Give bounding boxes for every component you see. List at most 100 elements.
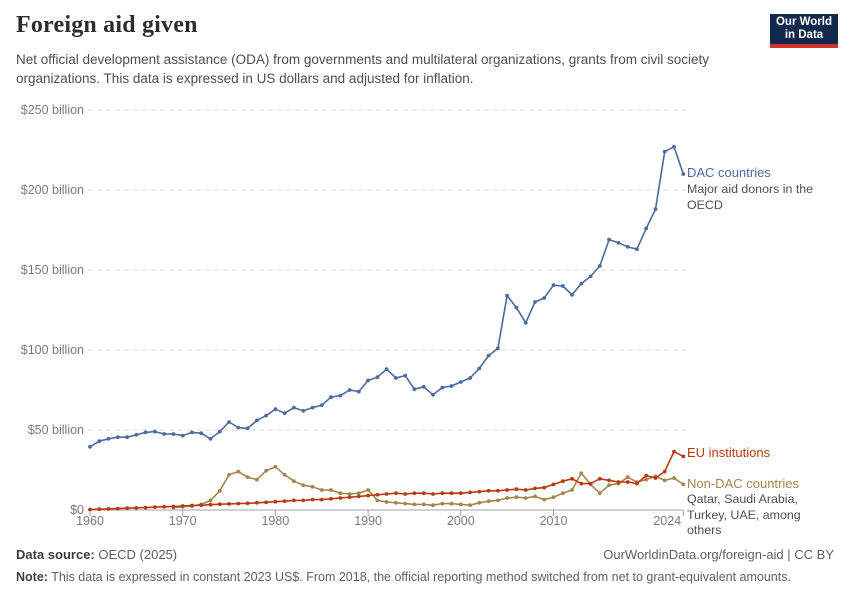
non-dac-countries-point [477, 500, 482, 505]
non-dac-countries-point [542, 497, 547, 502]
eu-institutions-point [394, 491, 398, 496]
dac-countries-point [681, 172, 686, 176]
non-dac-countries-point [310, 484, 315, 489]
dac-countries-point [236, 425, 241, 430]
eu-institutions-point [477, 489, 482, 494]
eu-institutions-point [384, 492, 389, 496]
non-dac-countries-point [347, 492, 352, 496]
eu-institutions-point [236, 501, 241, 506]
dac-countries-line[interactable] [89, 145, 685, 448]
non-dac-countries-point [255, 477, 259, 482]
dac-countries-point [245, 426, 250, 431]
dac-countries-point [162, 432, 167, 436]
data-source-value: OECD (2025) [98, 547, 178, 562]
dac-countries-point [394, 376, 398, 380]
non-dac-countries-point [384, 500, 389, 504]
eu-institutions-point [412, 491, 417, 496]
dac-countries-point [264, 413, 268, 418]
non-dac-countries-point [560, 491, 565, 496]
eu-institutions-point [560, 479, 565, 484]
chart-subtitle: Net official development assistance (ODA… [16, 52, 710, 86]
non-dac-countries-point [227, 472, 231, 477]
non-dac-countries-point [403, 501, 408, 506]
dac-countries-point [653, 207, 658, 212]
eu-institutions-point [347, 495, 352, 500]
eu-institutions-point [662, 469, 667, 474]
non-dac-countries-point [319, 488, 324, 492]
non-dac-countries-point [625, 475, 630, 480]
eu-institutions-point [356, 494, 361, 499]
non-dac-countries-point [570, 488, 574, 492]
footnote-label: Note: [16, 570, 48, 584]
footnote-text: This data is expressed in constant 2023 … [51, 570, 791, 584]
non-dac-countries-point [579, 471, 584, 476]
eu-institutions-point [635, 481, 639, 486]
eu-institutions-point [588, 481, 593, 486]
dac-countries-point [282, 411, 287, 416]
non-dac-countries-line[interactable] [172, 465, 685, 509]
dac-countries-point [625, 244, 630, 249]
non-dac-countries-point [236, 469, 241, 474]
dac-countries-point [496, 346, 500, 351]
eu-institutions-point [607, 478, 611, 483]
eu-institutions-point [366, 493, 370, 498]
eu-institutions-point [171, 504, 176, 509]
eu-institutions-point [681, 454, 686, 459]
dac-countries-point [208, 436, 213, 441]
dac-countries-point [597, 264, 602, 268]
non-dac-countries-point [597, 491, 602, 496]
eu-institutions-point [514, 487, 519, 492]
eu-institutions-point [421, 491, 426, 496]
series-label-dac-countries[interactable]: DAC countries [687, 165, 771, 180]
eu-institutions-point [208, 502, 213, 507]
eu-institutions-point [264, 500, 268, 505]
eu-institutions-point [190, 503, 194, 508]
owid-logo[interactable]: Our World in Data [770, 14, 838, 48]
owid-logo-line1: Our World [775, 16, 832, 28]
non-dac-countries-point [366, 488, 370, 492]
eu-institutions-point [338, 496, 343, 500]
dac-countries-point [477, 366, 482, 371]
eu-institutions-point [458, 491, 463, 496]
dac-countries-point [468, 376, 472, 380]
eu-institutions-point [319, 497, 324, 502]
eu-institutions-point [570, 476, 574, 481]
data-source: Data source: OECD (2025) [16, 547, 177, 562]
series-label-non-dac-countries[interactable]: Non-DAC countries [687, 476, 799, 491]
dac-countries-point [588, 274, 593, 279]
eu-institutions-point [653, 476, 658, 480]
non-dac-countries-point [496, 498, 500, 503]
eu-institutions-point [597, 476, 602, 481]
dac-countries-point [440, 385, 445, 390]
series-label-eu-institutions[interactable]: EU institutions [687, 445, 771, 460]
dac-countries-point [607, 237, 611, 242]
non-dac-countries-point [208, 498, 213, 503]
dac-countries-point [523, 320, 528, 325]
dac-countries-point [551, 283, 556, 288]
dac-countries-point [431, 392, 435, 397]
non-dac-countries-point [329, 488, 333, 492]
dac-countries-point [125, 435, 129, 440]
dac-countries-point [533, 300, 537, 304]
eu-institutions-point [292, 498, 296, 503]
non-dac-countries-point [607, 483, 611, 488]
dac-countries-point [356, 389, 361, 394]
dac-countries-point [153, 429, 157, 434]
eu-institutions-point [301, 498, 306, 503]
non-dac-countries-point [514, 495, 519, 500]
eu-institutions-point [106, 507, 111, 511]
eu-institutions-point [125, 506, 129, 511]
dac-countries-point [255, 418, 259, 423]
eu-institutions-point [97, 507, 102, 512]
dac-countries-point [319, 403, 324, 408]
dac-countries-point [560, 284, 565, 288]
non-dac-countries-point [440, 501, 445, 506]
eu-institutions-point [523, 488, 528, 492]
non-dac-countries-point [533, 494, 537, 499]
dac-countries-point [338, 393, 343, 398]
attribution-link[interactable]: OurWorldinData.org/foreign-aid | CC BY [603, 547, 834, 562]
non-dac-countries-point [282, 472, 287, 477]
eu-institutions-point [403, 492, 408, 496]
eu-institutions-point [505, 488, 509, 492]
dac-countries-point [458, 380, 463, 384]
